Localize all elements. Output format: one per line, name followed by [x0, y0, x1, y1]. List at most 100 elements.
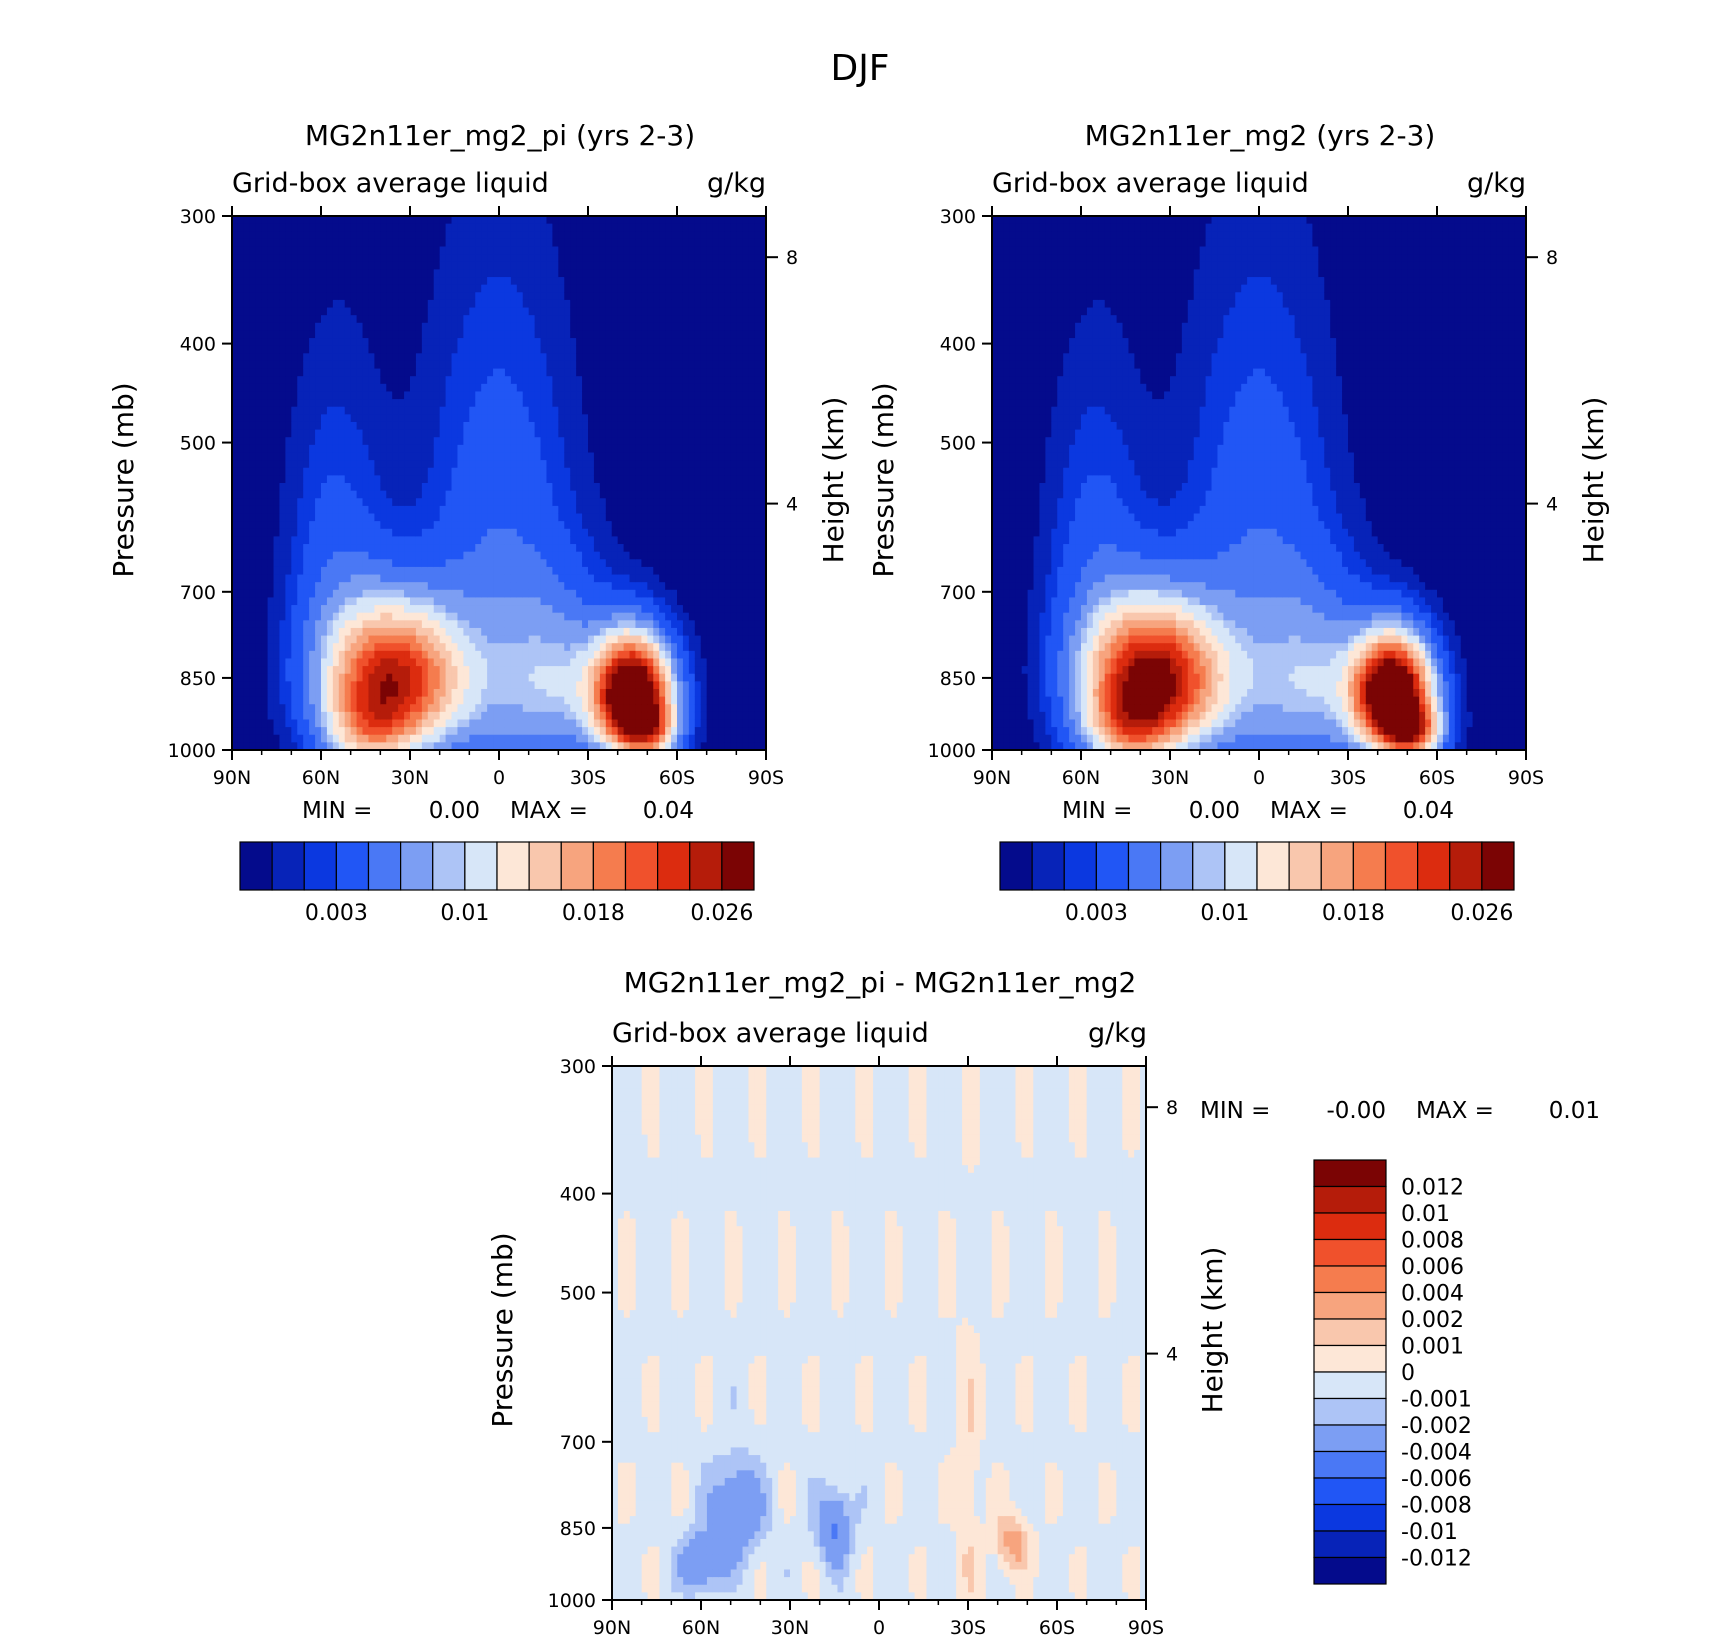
- field-cell: [303, 697, 309, 705]
- panel-pi: MG2n11er_mg2_pi (yrs 2-3) Grid-box avera…: [107, 119, 850, 926]
- field-cell: [345, 239, 351, 247]
- field-cell: [279, 651, 285, 659]
- field-cell: [268, 521, 274, 529]
- field-cell: [244, 376, 250, 384]
- field-cell: [256, 590, 262, 598]
- field-cell: [268, 582, 274, 590]
- field-cell: [333, 224, 339, 232]
- field-cell: [274, 613, 280, 621]
- field-cell: [238, 407, 244, 415]
- field-cell: [321, 292, 327, 300]
- field-cell: [297, 300, 303, 308]
- field-cell: [274, 491, 280, 499]
- field-cell: [333, 247, 339, 255]
- field-cell: [368, 239, 374, 247]
- field-cell: [244, 559, 250, 567]
- field-cell: [238, 628, 244, 636]
- field-cell: [238, 636, 244, 644]
- field-cell: [285, 292, 291, 300]
- field-cell: [297, 391, 303, 399]
- field-cell: [238, 544, 244, 552]
- field-cell: [368, 277, 374, 285]
- field-cell: [250, 346, 256, 354]
- field-cell: [327, 681, 333, 689]
- field-cell: [309, 498, 315, 506]
- field-cell: [274, 346, 280, 354]
- field-cell: [291, 727, 297, 735]
- field-cell: [238, 231, 244, 239]
- field-cell: [256, 269, 262, 277]
- field-cell: [357, 529, 363, 537]
- field-cell: [274, 544, 280, 552]
- field-cell: [327, 704, 333, 712]
- field-cell: [279, 239, 285, 247]
- field-cell: [303, 452, 309, 460]
- field-cell: [345, 384, 351, 392]
- field-cell: [262, 674, 268, 682]
- field-cell: [250, 658, 256, 666]
- field-cell: [315, 643, 321, 651]
- field-cell: [357, 338, 363, 346]
- field-cell: [268, 605, 274, 613]
- field-cell: [333, 407, 339, 415]
- field-cell: [327, 727, 333, 735]
- field-cell: [315, 567, 321, 575]
- field-cell: [256, 620, 262, 628]
- field-cell: [345, 697, 351, 705]
- field-cell: [309, 254, 315, 262]
- field-cell: [291, 636, 297, 644]
- field-cell: [297, 254, 303, 262]
- field-cell: [274, 353, 280, 361]
- field-cell: [291, 353, 297, 361]
- field-cell: [285, 414, 291, 422]
- field-cell: [309, 674, 315, 682]
- field-cell: [291, 712, 297, 720]
- field-cell: [345, 582, 351, 590]
- field-cell: [268, 658, 274, 666]
- field-cell: [345, 277, 351, 285]
- field-cell: [297, 552, 303, 560]
- field-cell: [315, 475, 321, 483]
- field-cell: [345, 567, 351, 575]
- field-cell: [303, 338, 309, 346]
- field-cell: [238, 376, 244, 384]
- field-cell: [268, 491, 274, 499]
- field-cell: [321, 491, 327, 499]
- field-cell: [238, 353, 244, 361]
- field-cell: [250, 483, 256, 491]
- field-cell: [274, 552, 280, 560]
- field-cell: [357, 582, 363, 590]
- field-cell: [363, 521, 369, 529]
- field-cell: [279, 224, 285, 232]
- field-cell: [268, 224, 274, 232]
- field-cell: [309, 308, 315, 316]
- field-cell: [268, 552, 274, 560]
- panel-subtitle-right: g/kg: [707, 168, 766, 199]
- field-cell: [297, 292, 303, 300]
- field-cell: [339, 704, 345, 712]
- field-cell: [303, 353, 309, 361]
- field-cell: [321, 308, 327, 316]
- field-cell: [303, 308, 309, 316]
- field-cell: [339, 239, 345, 247]
- field-cell: [262, 407, 268, 415]
- field-cell: [363, 552, 369, 560]
- field-cell: [256, 597, 262, 605]
- field-cell: [333, 552, 339, 560]
- field-cell: [321, 666, 327, 674]
- field-cell: [309, 552, 315, 560]
- field-cell: [244, 681, 250, 689]
- field-cell: [268, 216, 274, 224]
- field-cell: [345, 544, 351, 552]
- field-cell: [315, 399, 321, 407]
- field-cell: [291, 597, 297, 605]
- field-cell: [238, 224, 244, 232]
- field-cell: [238, 323, 244, 331]
- field-cell: [279, 430, 285, 438]
- field-cell: [363, 468, 369, 476]
- field-cell: [250, 613, 256, 621]
- field-cell: [244, 498, 250, 506]
- field-cell: [321, 575, 327, 583]
- field-cell: [357, 384, 363, 392]
- field-cell: [279, 468, 285, 476]
